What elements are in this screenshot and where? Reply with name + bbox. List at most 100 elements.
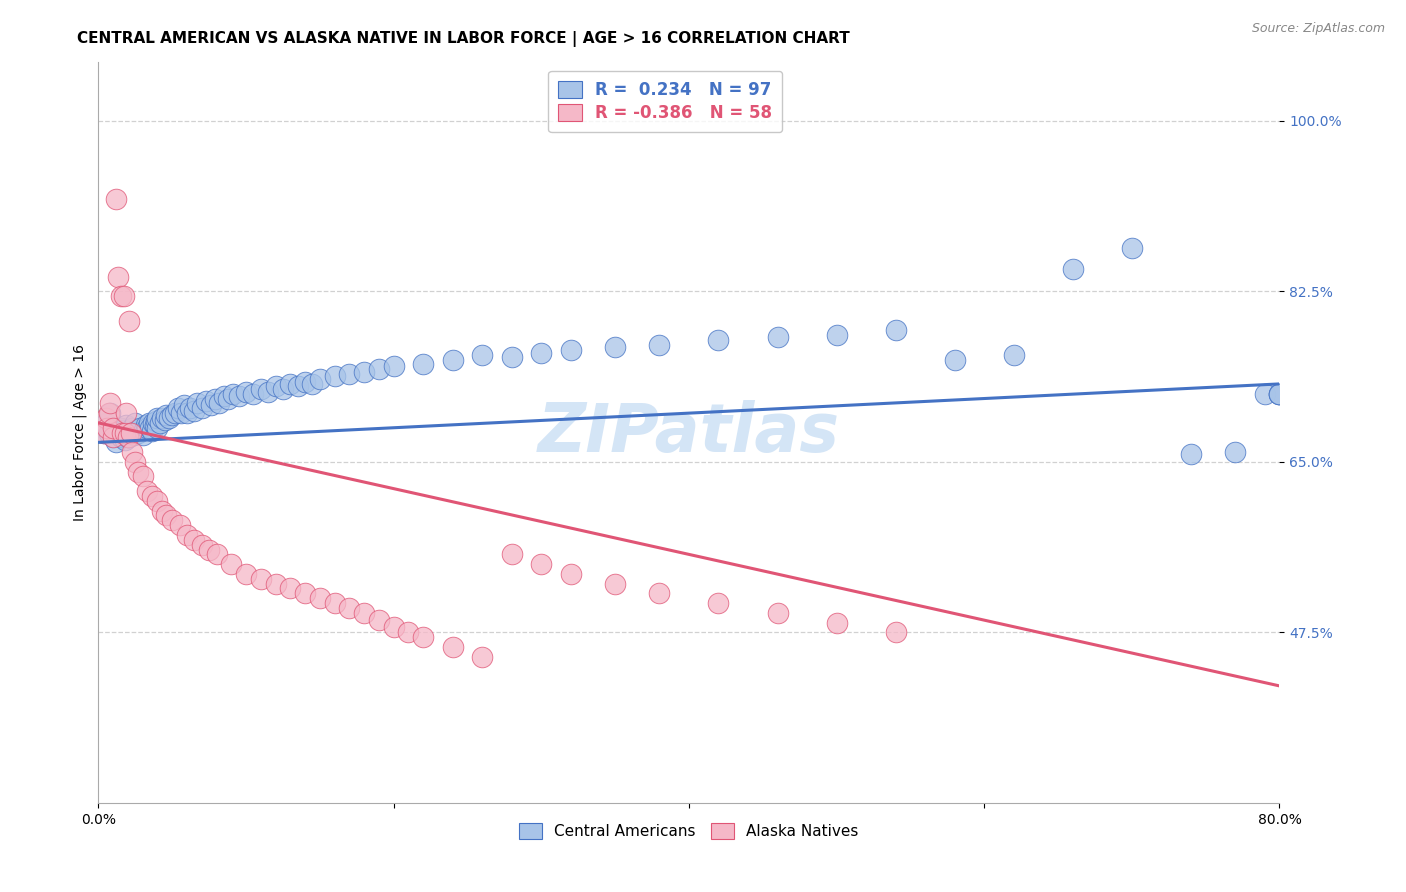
Point [94,411,117,425]
Point [136,421,159,435]
Point [294,586,316,600]
Point [183,404,205,418]
Point [110,430,132,444]
Point [217,392,239,406]
Point [117,430,139,444]
Point [294,375,316,389]
Point [112,289,135,303]
Point [127,425,149,440]
Point [98,396,121,410]
Point [191,401,214,416]
Point [1268,386,1291,401]
Point [132,427,155,442]
Point [169,518,191,533]
Y-axis label: In Labor Force | Age > 16: In Labor Force | Age > 16 [73,344,87,521]
Point [339,601,361,615]
Point [110,421,132,435]
Point [382,620,405,634]
Point [323,369,346,384]
Point [353,606,375,620]
Point [128,421,150,435]
Point [212,388,235,402]
Point [412,358,434,372]
Point [1180,447,1202,461]
Point [208,396,231,410]
Point [280,582,302,596]
Point [471,649,494,664]
Point [97,425,120,440]
Point [183,533,205,547]
Point [134,423,156,437]
Point [501,548,523,562]
Point [943,352,966,367]
Point [149,416,172,430]
Point [200,398,222,412]
Point [162,513,183,527]
Point [122,427,145,442]
Point [707,596,730,610]
Point [150,411,173,425]
Point [138,416,160,430]
Point [115,406,138,420]
Point [132,469,155,483]
Point [1268,386,1291,401]
Point [205,548,228,562]
Point [118,313,141,327]
Point [1268,386,1291,401]
Point [176,528,198,542]
Point [114,434,136,448]
Point [179,401,201,416]
Point [111,427,134,442]
Point [117,430,139,444]
Point [97,406,120,420]
Point [176,406,198,420]
Point [103,421,125,435]
Point [105,192,128,206]
Point [257,384,280,399]
Legend: Central Americans, Alaska Natives: Central Americans, Alaska Natives [512,815,866,847]
Point [167,401,190,416]
Point [146,411,169,425]
Point [1121,240,1143,255]
Point [173,398,195,412]
Point [309,372,332,386]
Point [155,508,177,523]
Point [441,640,464,654]
Point [707,333,730,347]
Point [398,625,420,640]
Text: CENTRAL AMERICAN VS ALASKA NATIVE IN LABOR FORCE | AGE > 16 CORRELATION CHART: CENTRAL AMERICAN VS ALASKA NATIVE IN LAB… [77,31,851,47]
Point [648,586,671,600]
Point [309,591,332,606]
Point [242,386,264,401]
Point [114,425,136,440]
Point [162,408,183,422]
Point [103,430,125,444]
Point [1002,348,1025,362]
Point [560,343,582,357]
Point [124,423,146,437]
Point [195,394,218,409]
Point [170,406,193,420]
Point [112,423,135,437]
Point [301,376,323,391]
Point [111,425,134,440]
Point [560,566,582,581]
Point [146,493,169,508]
Point [271,382,294,396]
Point [93,425,115,440]
Point [605,340,627,354]
Point [93,425,115,440]
Point [339,367,361,381]
Point [235,384,257,399]
Point [146,421,169,435]
Point [103,421,125,435]
Point [368,613,391,627]
Point [766,606,789,620]
Point [115,417,138,432]
Point [141,489,163,503]
Point [287,379,309,393]
Point [145,414,167,428]
Point [280,376,302,391]
Point [150,503,173,517]
Text: Source: ZipAtlas.com: Source: ZipAtlas.com [1251,22,1385,36]
